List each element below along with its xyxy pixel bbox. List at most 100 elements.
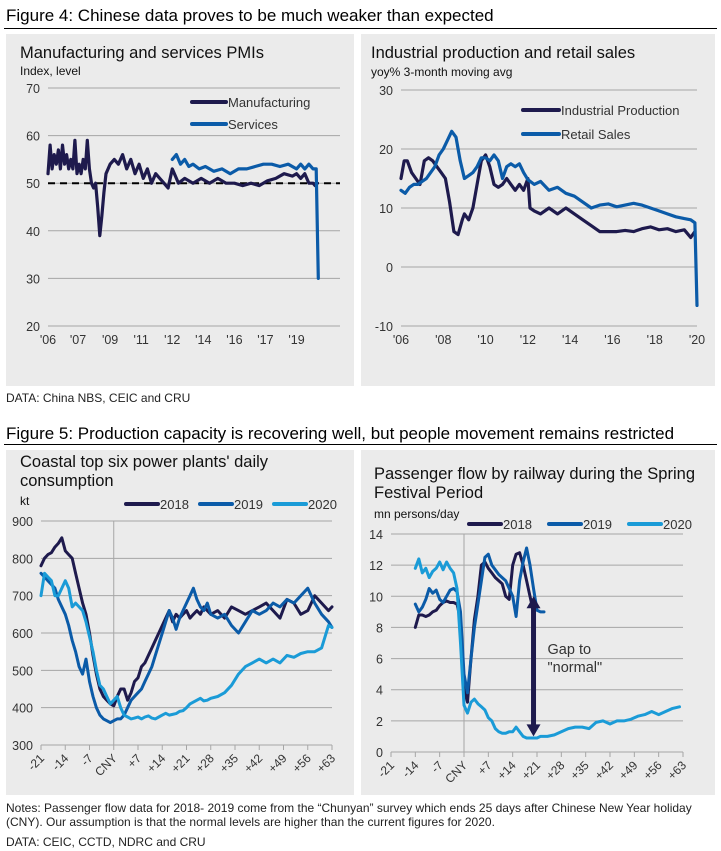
y-tick-label: 40 (26, 225, 40, 239)
y-tick-label: 700 (12, 590, 33, 604)
figure-4-title: Figure 4: Chinese data proves to be much… (6, 6, 494, 25)
x-tick-label: -21 (375, 758, 397, 780)
series-line-2020 (413, 557, 681, 740)
series-line-industrial-production (399, 153, 697, 240)
legend-label-2018: 2018 (160, 497, 189, 512)
x-tick-label: '09 (102, 333, 118, 347)
x-tick-label: '06 (393, 333, 409, 347)
y-tick-label: 8 (376, 621, 383, 635)
y-tick-label: 500 (12, 664, 33, 678)
rail-chart-subtitle: mn persons/day (374, 507, 460, 521)
gap-arrow-head-up (526, 596, 541, 609)
x-tick-label: '19 (288, 333, 304, 347)
series-line-services (170, 152, 320, 280)
x-tick-label: '08 (435, 333, 451, 347)
figure-4-source: DATA: China NBS, CEIC and CRU (6, 391, 191, 405)
x-tick-label: +49 (265, 751, 290, 776)
ip-retail-chart: -10 0 10 20 30 '06 '08 '10 '12 '14 '16 '18 '20 Indust… (375, 84, 705, 347)
x-tick-label: +42 (592, 758, 617, 783)
legend-label-2020: 2020 (308, 497, 337, 512)
figure-5-title: Figure 5: Production capacity is recover… (6, 424, 675, 443)
y-tick-label: 0 (376, 746, 383, 760)
y-tick-label: 10 (369, 590, 383, 604)
ip-retail-chart-title: Industrial production and retail sales (371, 44, 636, 62)
legend-label-2018: 2018 (503, 517, 532, 532)
legend-label-2019: 2019 (583, 517, 612, 532)
y-tick-label: 50 (26, 177, 40, 191)
x-tick-label: '10 (477, 333, 493, 347)
x-tick-label: '14 (562, 333, 578, 347)
pmi-chart-panel: Manufacturing and services PMIs Index, l… (6, 34, 354, 386)
y-tick-label: 70 (26, 82, 40, 96)
series-line-2018 (39, 536, 334, 708)
pmi-chart-title: Manufacturing and services PMIs (20, 44, 264, 62)
y-tick-label: 600 (12, 627, 33, 641)
y-tick-label: 400 (12, 702, 33, 716)
y-tick-label: 10 (379, 202, 393, 216)
y-tick-label: 20 (26, 320, 40, 334)
coal-chart-title: Coastal top six power plants' daily cons… (20, 453, 269, 490)
x-tick-label: -7 (428, 758, 446, 776)
gap-annotation-line2: "normal" (548, 660, 603, 676)
series-line-2019 (39, 571, 334, 725)
y-tick-label: 0 (386, 261, 393, 275)
y-tick-label: 900 (12, 515, 33, 529)
ip-retail-chart-panel: Industrial production and retail sales y… (361, 34, 715, 386)
coal-chart-subtitle: kt (20, 494, 30, 508)
x-tick-label: +49 (616, 758, 641, 783)
pmi-chart-subtitle: Index, level (20, 64, 81, 78)
series-line-2020 (39, 571, 334, 721)
x-tick-label: -21 (25, 751, 47, 773)
x-tick-label: +14 (494, 758, 519, 783)
x-tick-label: +63 (665, 758, 690, 783)
y-tick-label: 60 (26, 130, 40, 144)
y-tick-label: 800 (12, 552, 33, 566)
x-tick-label: '11 (134, 333, 149, 347)
figure-5-notes: Notes: Passenger flow data for 2018- 201… (6, 801, 692, 829)
x-tick-label: +56 (290, 751, 315, 776)
y-tick-label: 2 (376, 715, 383, 729)
legend-label-retail-sales: Retail Sales (561, 127, 631, 142)
y-tick-label: 20 (379, 143, 393, 157)
y-tick-label: 6 (376, 653, 383, 667)
legend-label-2020: 2020 (663, 517, 692, 532)
series-line-2019 (413, 546, 546, 695)
legend-label-manufacturing: Manufacturing (228, 95, 310, 110)
x-tick-label: +28 (543, 758, 568, 783)
y-tick-label: 300 (12, 739, 33, 753)
legend-label-industrial-production: Industrial Production (561, 103, 680, 118)
y-tick-label: 30 (379, 84, 393, 98)
legend-label-2019: 2019 (234, 497, 263, 512)
rail-chart-panel: Passenger flow by railway during the Spr… (361, 450, 715, 795)
x-tick-label: -14 (399, 758, 421, 780)
x-tick-label: +35 (567, 758, 592, 783)
x-tick-label: '16 (604, 333, 620, 347)
pmi-chart: 20 30 40 50 60 70 '06 '07 '09 '11 '12 '14 '16 '17 '19 M… (26, 82, 340, 347)
gap-arrow-head-down (526, 724, 541, 737)
x-tick-label: '17 (257, 333, 273, 347)
x-tick-label: CNY (442, 758, 470, 786)
series-line-manufacturing (46, 138, 319, 238)
x-tick-label: -14 (49, 751, 71, 773)
figure-4-rule (4, 28, 717, 29)
x-tick-label: -7 (78, 751, 96, 769)
y-tick-label: 14 (369, 528, 383, 542)
x-tick-label: +21 (519, 758, 544, 783)
x-tick-label: +56 (640, 758, 665, 783)
gap-annotation-line1: Gap to (548, 642, 592, 658)
x-tick-label: +14 (144, 751, 169, 776)
y-tick-label: 12 (369, 559, 383, 573)
y-tick-label: 30 (26, 272, 40, 286)
x-tick-label: +7 (125, 751, 145, 771)
figure-5-rule (4, 444, 717, 445)
y-tick-label: 4 (376, 684, 383, 698)
x-tick-label: '18 (647, 333, 663, 347)
legend-label-services: Services (228, 117, 278, 132)
x-tick-label: '12 (520, 333, 536, 347)
coal-chart-panel: Coastal top six power plants' daily cons… (6, 450, 354, 795)
x-tick-label: +63 (314, 751, 339, 776)
x-tick-label: +28 (193, 751, 218, 776)
x-tick-label: '16 (226, 333, 242, 347)
